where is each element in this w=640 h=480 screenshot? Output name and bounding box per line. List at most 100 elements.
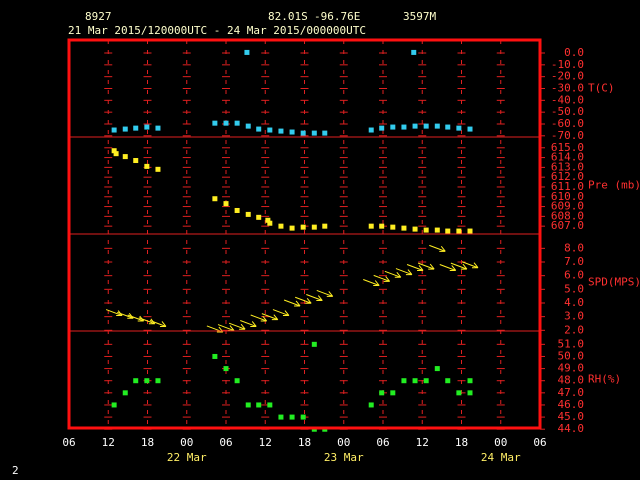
point xyxy=(278,414,284,420)
point xyxy=(133,378,139,384)
arrow-shape xyxy=(439,264,457,271)
wind-arrow xyxy=(228,322,246,330)
point xyxy=(322,223,328,229)
point xyxy=(144,163,150,169)
point xyxy=(289,414,295,420)
point xyxy=(289,225,295,231)
point xyxy=(245,402,251,408)
point xyxy=(144,124,150,130)
point xyxy=(379,390,385,396)
arrow-shape xyxy=(461,261,479,269)
y-tick-label: 45.0 xyxy=(558,410,585,423)
y-tick-label: 5.0 xyxy=(564,282,584,295)
y-tick-label: 51.0 xyxy=(558,337,585,350)
point xyxy=(256,214,262,220)
point xyxy=(234,207,240,213)
y-tick-label: 609.0 xyxy=(551,200,584,213)
y-tick-label: -30.0 xyxy=(551,82,584,95)
x-tick-label: 06 xyxy=(533,436,546,449)
point xyxy=(267,127,273,133)
point xyxy=(133,125,139,131)
point xyxy=(368,402,374,408)
point xyxy=(289,129,295,135)
wind-arrow xyxy=(295,296,312,304)
point xyxy=(423,227,429,233)
arrow-shape xyxy=(117,311,134,319)
y-axis-label: T(C) xyxy=(588,82,615,95)
point xyxy=(278,128,284,134)
arrow-shape xyxy=(306,294,323,302)
point xyxy=(256,126,262,132)
point xyxy=(379,223,385,229)
y-tick-label: 610.0 xyxy=(551,190,584,203)
y-tick-label: 49.0 xyxy=(558,362,585,375)
point xyxy=(311,224,317,230)
point xyxy=(234,120,240,126)
station-id: 8927 xyxy=(85,10,112,23)
point xyxy=(122,390,128,396)
point xyxy=(300,414,306,420)
arrow-shape xyxy=(250,314,268,322)
point xyxy=(133,158,139,164)
arrow-shape xyxy=(363,279,380,286)
y-tick-label: 613.0 xyxy=(551,160,584,173)
point xyxy=(212,120,218,126)
wind-arrow xyxy=(406,264,424,271)
point xyxy=(155,166,161,172)
point xyxy=(390,124,396,130)
point xyxy=(322,130,328,136)
arrow-shape xyxy=(429,244,446,252)
point xyxy=(300,224,306,230)
point xyxy=(434,227,440,233)
wind-arrow xyxy=(261,313,279,321)
point xyxy=(411,49,417,55)
elevation: 3597M xyxy=(403,10,436,23)
point xyxy=(111,402,117,408)
arrow-shape xyxy=(384,270,402,278)
y-tick-label: 8.0 xyxy=(564,241,584,254)
y-tick-label: 44.0 xyxy=(558,422,585,435)
point xyxy=(379,125,385,131)
y-tick-label: 47.0 xyxy=(558,386,585,399)
point xyxy=(423,378,429,384)
arrow-shape xyxy=(373,274,391,282)
point xyxy=(311,341,317,347)
date-label: 22 Mar xyxy=(167,451,207,464)
wind-arrow xyxy=(395,268,413,276)
point xyxy=(434,366,440,372)
x-tick-label: 00 xyxy=(494,436,507,449)
arrow-shape xyxy=(395,268,413,276)
arrow-shape xyxy=(295,296,312,304)
arrow-shape xyxy=(240,320,257,327)
x-tick-label: 18 xyxy=(141,436,154,449)
point xyxy=(445,378,451,384)
point xyxy=(111,148,117,154)
point xyxy=(412,123,418,129)
y-axis-label: Pre (mb) xyxy=(588,179,640,192)
point xyxy=(467,228,473,234)
point xyxy=(223,120,229,126)
point xyxy=(368,223,374,229)
point xyxy=(155,378,161,384)
wind-arrow xyxy=(450,262,468,270)
y-tick-label: 50.0 xyxy=(558,349,585,362)
arrow-shape xyxy=(316,289,334,297)
y-tick-label: -40.0 xyxy=(551,93,584,106)
point xyxy=(434,123,440,129)
point xyxy=(256,402,262,408)
point xyxy=(467,126,473,132)
point xyxy=(267,402,273,408)
wind-arrow xyxy=(240,320,257,327)
x-tick-label: 12 xyxy=(259,436,272,449)
frame xyxy=(67,38,542,430)
wind-arrow xyxy=(461,261,479,269)
wind-arrow xyxy=(384,270,402,278)
wind-arrow xyxy=(250,314,268,322)
x-tick-label: 00 xyxy=(337,436,350,449)
y-tick-label: 46.0 xyxy=(558,398,585,411)
point xyxy=(155,125,161,131)
wind-arrow xyxy=(439,264,457,271)
arrow-shape xyxy=(149,320,167,327)
